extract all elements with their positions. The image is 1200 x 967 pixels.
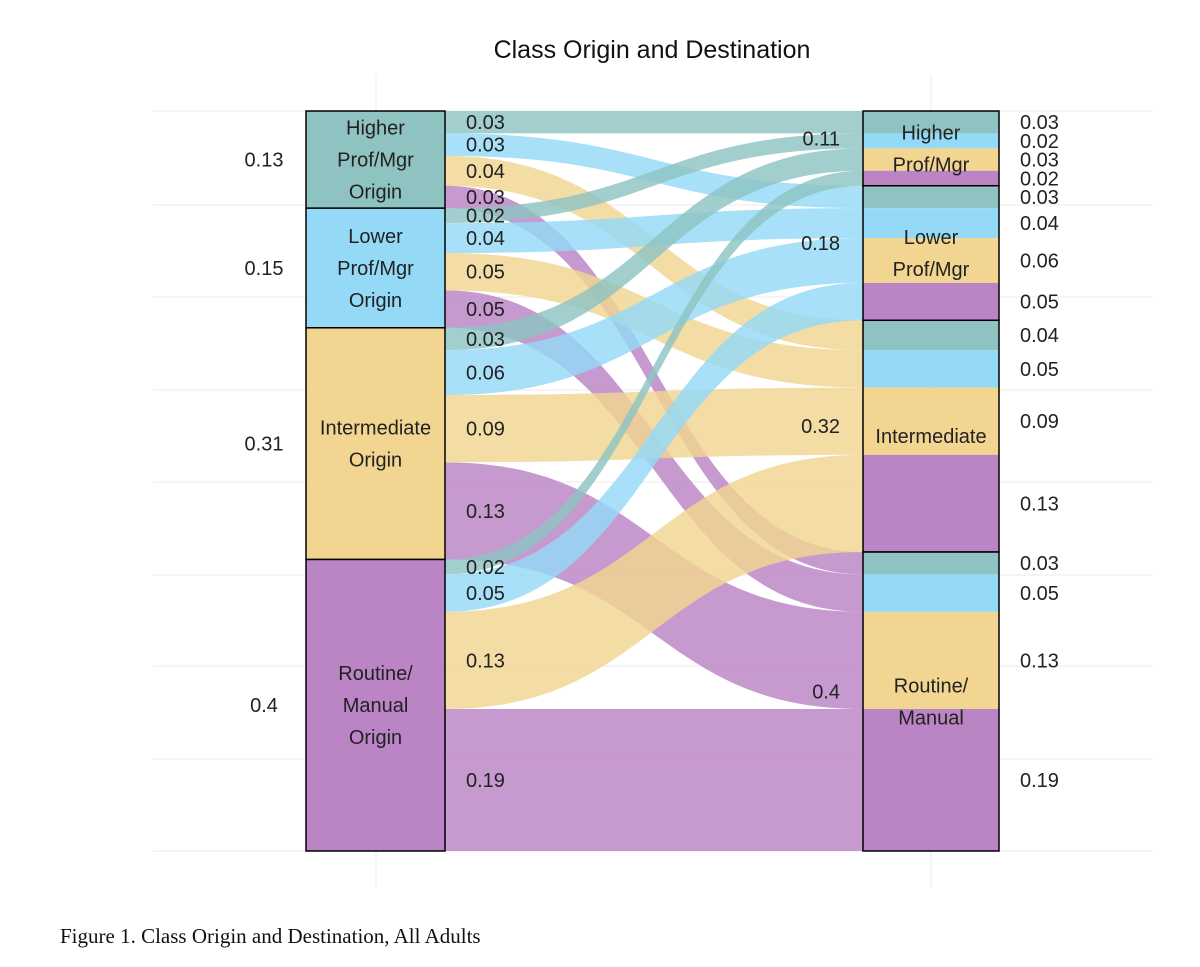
dest-segment-routine-manual-in-higher-prof-mgr: [863, 170, 999, 186]
destination-flow-label: 0.02: [1020, 131, 1059, 153]
stratum-boxes: [305, 110, 1000, 852]
dest-segment-routine-manual-in-routine-manual: [863, 708, 999, 851]
dest-segment-routine-manual-in-lower-prof-mgr: [863, 282, 999, 321]
origin-flow-label: 0.05: [466, 262, 505, 284]
destination-flow-label: 0.03: [1020, 150, 1059, 172]
origin-flow-label: 0.03: [466, 187, 505, 209]
origin-label-lower-prof-mgr: Lower Prof/Mgr Origin: [337, 226, 414, 312]
flow-lower-prof-mgr-to-higher-prof-mgr: [445, 133, 863, 224]
origin-flow-label: 0.03: [466, 329, 505, 351]
origin-flow-label: 0.03: [466, 112, 505, 134]
destination-flow-label: 0.06: [1020, 250, 1059, 272]
origin-box-routine-manual: [305, 558, 446, 852]
dest-segment-lower-prof-mgr-in-lower-prof-mgr: [863, 208, 999, 239]
dest-segment-routine-manual-in-intermediate: [863, 454, 999, 553]
flow-higher-prof-mgr-to-higher-prof-mgr: [445, 111, 863, 134]
origin-label-intermediate: Intermediate Origin: [320, 418, 431, 472]
value-labels: Higher Prof/Mgr Origin 0.13 Lower Prof/Mgr Ori…: [245, 112, 1059, 792]
dest-segment-intermediate-in-intermediate: [863, 387, 999, 455]
destination-flow-label: 0.03: [1020, 187, 1059, 209]
dest-segment-intermediate-in-higher-prof-mgr: [863, 148, 999, 171]
flow-intermediate-to-lower-prof-mgr: [445, 238, 863, 396]
origin-total-intermediate: 0.31: [245, 434, 284, 456]
destination-flow-label: 0.03: [1020, 553, 1059, 575]
destination-total-intermediate: 0.32: [801, 416, 840, 438]
flow-ribbons: [445, 111, 863, 851]
destination-total-lower-prof-mgr: 0.18: [801, 233, 840, 255]
flow-routine-manual-to-lower-prof-mgr: [445, 282, 863, 612]
origin-flow-label: 0.13: [466, 501, 505, 523]
destination-flow-label: 0.05: [1020, 583, 1059, 605]
dest-segment-intermediate-in-lower-prof-mgr: [863, 238, 999, 283]
flow-intermediate-to-higher-prof-mgr: [445, 148, 863, 351]
origin-total-lower-prof-mgr: 0.15: [245, 258, 284, 280]
destination-label-lower-prof-mgr: Lower Prof/Mgr: [893, 227, 970, 281]
chart-title: Class Origin and Destination: [494, 36, 811, 64]
flow-routine-manual-to-intermediate: [445, 454, 863, 709]
destination-label-higher-prof-mgr: Higher Prof/Mgr: [893, 122, 970, 176]
destination-flow-label: 0.09: [1020, 411, 1059, 433]
flow-intermediate-to-intermediate: [445, 387, 863, 463]
flow-routine-manual-to-routine-manual: [445, 708, 863, 851]
origin-label-higher-prof-mgr: Higher Prof/Mgr Origin: [337, 118, 414, 204]
destination-label-routine-manual: Routine/Manual: [894, 676, 969, 730]
origin-box-intermediate: [305, 327, 446, 561]
dest-segment-higher-prof-mgr-in-routine-manual: [863, 552, 999, 575]
destination-flow-label: 0.03: [1020, 112, 1059, 134]
origin-flow-label: 0.02: [466, 206, 505, 228]
origin-flow-label: 0.19: [466, 770, 505, 792]
origin-total-higher-prof-mgr: 0.13: [245, 150, 284, 172]
dest-segment-higher-prof-mgr-in-higher-prof-mgr: [863, 111, 999, 134]
dest-segment-intermediate-in-routine-manual: [863, 611, 999, 709]
origin-flow-label: 0.04: [466, 161, 505, 183]
destination-flow-label: 0.04: [1020, 325, 1059, 347]
dest-segment-lower-prof-mgr-in-intermediate: [863, 350, 999, 388]
origin-total-routine-manual: 0.4: [250, 695, 278, 717]
origin-flow-label: 0.03: [466, 135, 505, 157]
destination-flow-label: 0.13: [1020, 650, 1059, 672]
flow-routine-manual-to-higher-prof-mgr: [445, 170, 863, 575]
destination-flow-label: 0.04: [1020, 213, 1059, 235]
destination-flow-label: 0.13: [1020, 493, 1059, 515]
dest-segment-higher-prof-mgr-in-intermediate: [863, 320, 999, 351]
dest-segment-lower-prof-mgr-in-routine-manual: [863, 574, 999, 612]
destination-label-intermediate: Intermediate: [875, 426, 986, 448]
origin-flow-label: 0.05: [466, 299, 505, 321]
dest-segment-higher-prof-mgr-in-lower-prof-mgr: [863, 185, 999, 209]
origin-label-routine-manual: Routine/Manual Origin: [338, 663, 413, 749]
origin-flow-label: 0.05: [466, 583, 505, 605]
origin-flow-label: 0.06: [466, 363, 505, 385]
origin-flow-label: 0.13: [466, 650, 505, 672]
destination-flow-label: 0.05: [1020, 292, 1059, 314]
origin-flow-label: 0.04: [466, 228, 505, 250]
origin-flow-label: 0.09: [466, 419, 505, 441]
destination-total-routine-manual: 0.4: [812, 682, 840, 704]
destination-flow-label: 0.19: [1020, 770, 1059, 792]
destination-box-routine-manual: [862, 551, 1000, 852]
dest-segment-lower-prof-mgr-in-higher-prof-mgr: [863, 133, 999, 149]
destination-flow-label: 0.02: [1020, 168, 1059, 190]
origin-flow-label: 0.02: [466, 557, 505, 579]
origin-box-higher-prof-mgr: [305, 110, 446, 209]
destination-total-higher-prof-mgr: 0.11: [803, 128, 840, 150]
figure-caption: Figure 1. Class Origin and Destination, …: [60, 924, 481, 948]
destination-flow-label: 0.05: [1020, 359, 1059, 381]
